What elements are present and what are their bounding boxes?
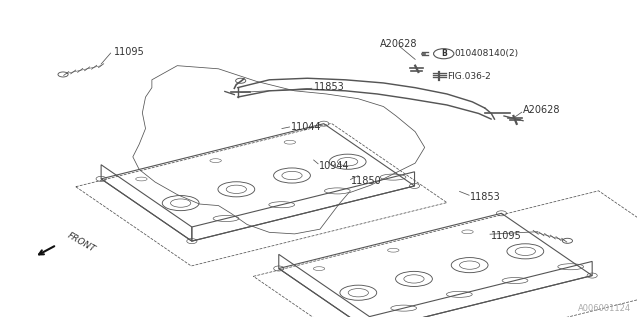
Text: 11853: 11853 <box>314 82 344 92</box>
Text: A20628: A20628 <box>380 39 418 49</box>
Text: A20628: A20628 <box>523 105 561 115</box>
Text: 010408140(2): 010408140(2) <box>454 49 518 58</box>
Text: 10944: 10944 <box>319 161 349 171</box>
Text: 11853: 11853 <box>470 192 501 202</box>
Text: B: B <box>441 49 447 58</box>
Text: 11095: 11095 <box>492 231 522 241</box>
Text: 11850: 11850 <box>351 176 381 186</box>
Text: FRONT: FRONT <box>66 231 97 254</box>
Text: 11095: 11095 <box>114 46 145 57</box>
Text: 11044: 11044 <box>291 122 322 132</box>
Text: FIG.036-2: FIG.036-2 <box>447 72 491 81</box>
Text: A006001124: A006001124 <box>578 303 631 313</box>
